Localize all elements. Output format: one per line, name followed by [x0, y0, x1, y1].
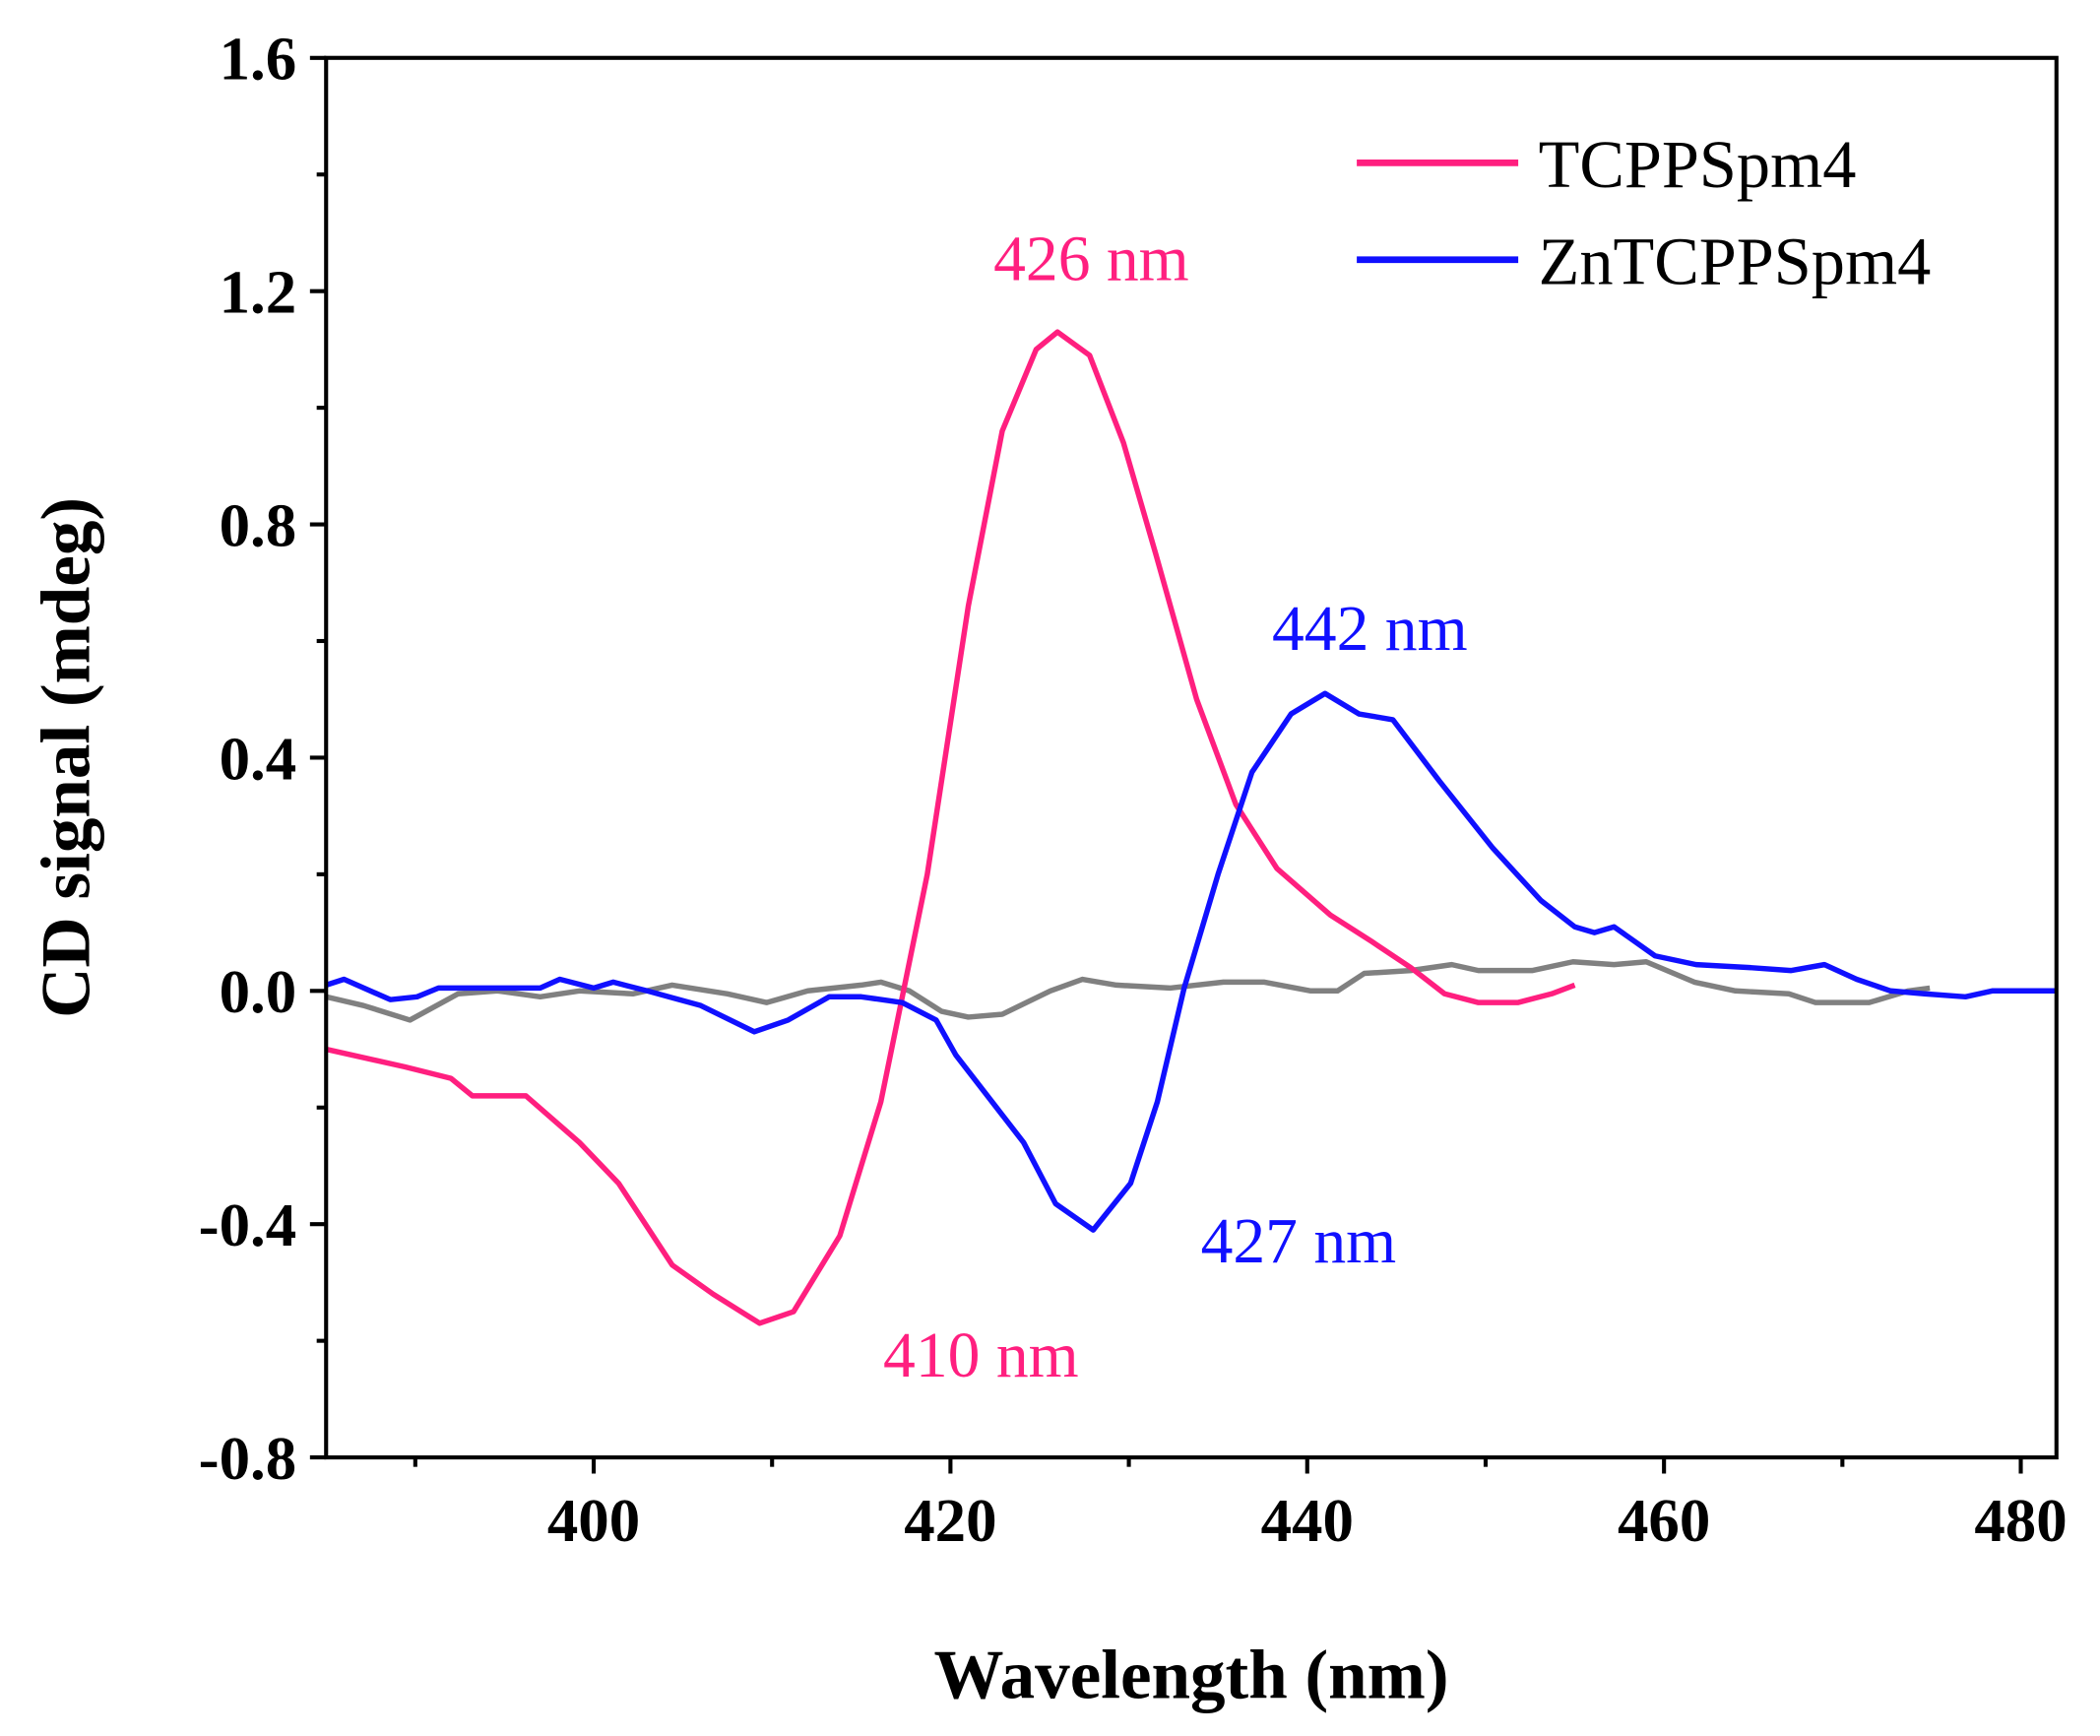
x-tick-label: 440 — [1261, 1486, 1354, 1555]
axis-ticks — [309, 55, 2023, 1474]
y-tick-label: 0.8 — [220, 490, 297, 559]
x-tick-labels: 400 420 440 460 480 — [547, 1486, 2068, 1555]
series-lines — [325, 329, 2057, 1326]
y-tick-label: 1.6 — [220, 25, 297, 94]
x-tick-label: 400 — [547, 1486, 640, 1555]
y-tick-label: -0.8 — [199, 1424, 297, 1493]
series-line-tcppspm4 — [325, 329, 1576, 1326]
y-axis-title: CD signal (mdeg) — [29, 497, 105, 1018]
series-line-baseline — [325, 959, 1931, 1023]
y-tick-label: -0.4 — [199, 1190, 297, 1259]
x-tick-label: 420 — [904, 1486, 996, 1555]
annotation-410nm: 410 nm — [883, 1320, 1079, 1391]
legend-label-tcppspm4: TCPPSpm4 — [1539, 127, 1857, 202]
plot-frame — [324, 55, 2059, 1460]
annotation-442nm: 442 nm — [1272, 594, 1468, 665]
legend-label-zntcppspm4: ZnTCPPSpm4 — [1539, 224, 1932, 298]
y-tick-label: 0.0 — [220, 957, 297, 1026]
y-tick-label: 1.2 — [220, 258, 297, 327]
x-axis-title: Wavelength (nm) — [934, 1638, 1449, 1714]
annotation-426nm: 426 nm — [993, 224, 1189, 294]
legend: TCPPSpm4 ZnTCPPSpm4 — [1357, 127, 1931, 298]
y-tick-label: 0.4 — [220, 724, 297, 793]
y-tick-labels: -0.8 -0.4 0.0 0.4 0.8 1.2 1.6 — [199, 25, 297, 1493]
annotation-427nm: 427 nm — [1201, 1206, 1397, 1277]
x-tick-label: 480 — [1974, 1486, 2067, 1555]
x-tick-label: 460 — [1618, 1486, 1710, 1555]
series-line-zntcppspm4 — [325, 690, 2057, 1233]
